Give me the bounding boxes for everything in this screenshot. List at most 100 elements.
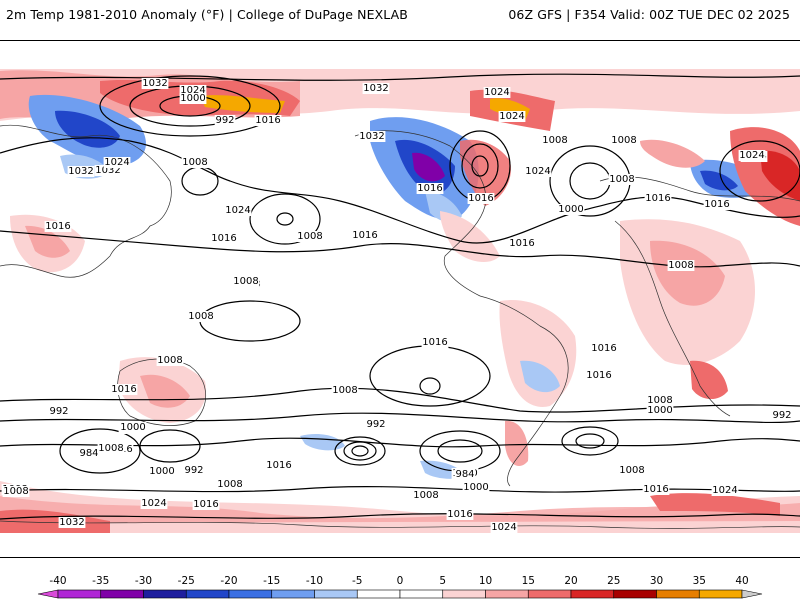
pressure-label: 1008 — [97, 443, 125, 454]
svg-text:992: 992 — [215, 115, 234, 126]
pressure-label: 1008 — [156, 355, 184, 366]
svg-text:1016: 1016 — [509, 238, 534, 249]
pressure-label: 992 — [214, 115, 236, 126]
pressure-label: 1024 — [711, 485, 739, 496]
colorbar-tick-label: -5 — [352, 575, 362, 587]
colorbar-segment — [527, 589, 572, 599]
colorbar-tick-label: 30 — [650, 575, 663, 587]
pressure-label: 1000 — [462, 482, 490, 493]
colorbar-right-arrow — [741, 589, 763, 599]
svg-text:1032: 1032 — [68, 166, 93, 177]
svg-text:1008: 1008 — [413, 490, 438, 501]
pressure-label: 984 — [454, 469, 476, 480]
svg-text:1024: 1024 — [225, 205, 250, 216]
svg-text:1016: 1016 — [352, 230, 377, 241]
pressure-label: 1024 — [490, 522, 518, 533]
svg-text:1008: 1008 — [297, 231, 322, 242]
svg-text:1016: 1016 — [645, 193, 670, 204]
pressure-label: 1024 — [524, 166, 552, 177]
pressure-label: 1016 — [642, 484, 670, 495]
svg-text:1008: 1008 — [182, 157, 207, 168]
pressure-label: 1016 — [703, 199, 731, 210]
svg-text:992: 992 — [49, 406, 68, 417]
svg-text:984: 984 — [455, 469, 474, 480]
pressure-label: 992 — [48, 406, 70, 417]
svg-text:1024: 1024 — [141, 498, 166, 509]
svg-text:1008: 1008 — [233, 276, 258, 287]
colorbar-segment — [656, 589, 700, 599]
pressure-label: 1024 — [224, 205, 252, 216]
svg-text:1000: 1000 — [463, 482, 488, 493]
pressure-label: 1000 — [119, 422, 147, 433]
svg-text:1008: 1008 — [157, 355, 182, 366]
colorbar-segment — [485, 589, 529, 599]
colorbar-tick-label: 35 — [693, 575, 706, 587]
pressure-label: 1032 — [141, 78, 169, 89]
pressure-label: 984 — [78, 448, 100, 459]
pressure-label: 1008 — [608, 174, 636, 185]
pressure-label: 1016 — [192, 499, 220, 510]
colorbar-svg: -40 -35 -30 -25 -20 -15 -10 -5 0 5 10 15 20 25 30 35 40 — [37, 575, 763, 599]
svg-text:1016: 1016 — [447, 509, 472, 520]
pressure-label: 1016 — [508, 238, 536, 249]
pressure-label: 1032 — [58, 517, 86, 528]
colorbar-tick-label: -10 — [306, 575, 323, 587]
pressure-label: 1000 — [646, 405, 674, 416]
pressure-label: 1016 — [467, 193, 495, 204]
colorbar-tick-label: 40 — [735, 575, 748, 587]
pressure-label: 992 — [183, 465, 205, 476]
svg-text:1016: 1016 — [643, 484, 668, 495]
svg-text:1016: 1016 — [591, 343, 616, 354]
colorbar-segment — [698, 589, 743, 599]
pressure-label: 1016 — [446, 509, 474, 520]
pressure-label: 1008 — [412, 490, 440, 501]
colorbar-segment — [271, 589, 315, 599]
colorbar-tick-label: 20 — [564, 575, 577, 587]
pressure-label: 1000 — [148, 466, 176, 477]
svg-text:1000: 1000 — [647, 405, 672, 416]
pressure-label: 1008 — [541, 135, 569, 146]
pressure-label: 1016 — [421, 337, 449, 348]
pressure-label: 1032 — [358, 131, 386, 142]
svg-text:1024: 1024 — [499, 111, 524, 122]
colorbar-tick-label: -25 — [178, 575, 195, 587]
colorbar-tick-label: -15 — [263, 575, 280, 587]
pressure-label: 1016 — [416, 183, 444, 194]
pressure-label: 1008 — [331, 385, 359, 396]
colorbar-segment — [185, 589, 230, 599]
colorbar-legend: -40 -35 -30 -25 -20 -15 -10 -5 0 5 10 15 20 25 30 35 40 — [0, 563, 800, 600]
svg-text:1016: 1016 — [422, 337, 447, 348]
svg-text:1008: 1008 — [332, 385, 357, 396]
svg-text:1032: 1032 — [359, 131, 384, 142]
svg-text:1000: 1000 — [120, 422, 145, 433]
svg-text:1016: 1016 — [704, 199, 729, 210]
svg-text:1024: 1024 — [484, 87, 509, 98]
colorbar-tick-label: 10 — [479, 575, 492, 587]
pressure-label: 1024 — [179, 85, 207, 96]
pressure-label: 1024 — [103, 157, 131, 168]
pressure-label: 992 — [365, 419, 387, 430]
svg-text:1008: 1008 — [98, 443, 123, 454]
pressure-label: 1016 — [210, 233, 238, 244]
pressure-label: 1032 — [362, 83, 390, 94]
pressure-label: 1024 — [483, 87, 511, 98]
svg-text:1000: 1000 — [149, 466, 174, 477]
svg-text:1032: 1032 — [363, 83, 388, 94]
pressure-label: 1000 — [179, 93, 207, 104]
pressure-label: 1016 — [585, 370, 613, 381]
colorbar-tick-label: -40 — [49, 575, 66, 587]
svg-text:1024: 1024 — [739, 150, 764, 161]
pressure-label: 992 — [771, 410, 793, 421]
svg-text:1016: 1016 — [417, 183, 442, 194]
pressure-label: 1008 — [232, 276, 260, 287]
svg-text:1016: 1016 — [45, 221, 70, 232]
pressure-label: 1016 — [254, 115, 282, 126]
svg-text:1016: 1016 — [193, 499, 218, 510]
chart-title: 2m Temp 1981-2010 Anomaly (°F) | College… — [6, 7, 408, 22]
colorbar-tick-label: 15 — [522, 575, 535, 587]
model-run-info: 06Z GFS | F354 Valid: 00Z TUE DEC 02 202… — [508, 7, 790, 22]
colorbar-segment — [57, 589, 102, 599]
map-panel[interactable]: 1032 1024 1000 992 1016 1032 1024 1032 1024 1008 1… — [0, 40, 800, 558]
